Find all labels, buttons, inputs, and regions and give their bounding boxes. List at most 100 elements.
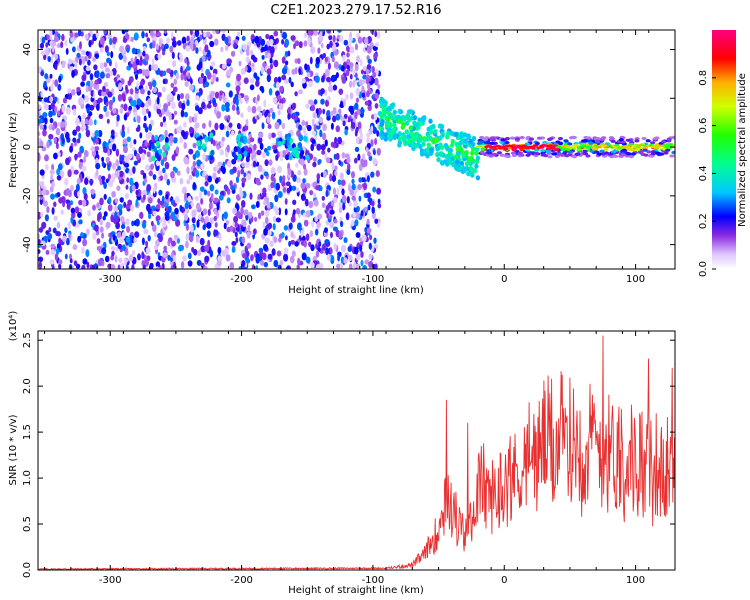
spectrogram-cell [250, 54, 256, 61]
figure-title: C2E1.2023.279.17.52.R16 [270, 3, 441, 18]
spectrogram-cell [335, 152, 340, 161]
spectrogram-cell [360, 251, 364, 258]
y-tick-label: -20 [22, 188, 33, 204]
spectrogram-cell [142, 45, 147, 52]
spectrogram-cell [458, 140, 463, 146]
spectrogram-cell [254, 35, 260, 44]
spectrogram-cell [360, 210, 364, 217]
spectrogram-cell [298, 41, 303, 49]
spectrogram-cell [160, 121, 164, 128]
spectrogram-cell [594, 139, 601, 143]
spectrogram-cell [94, 129, 100, 138]
spectrogram-cell [146, 151, 151, 158]
spectrogram-cell [49, 117, 54, 124]
spectrogram-cell [228, 90, 233, 98]
spectrogram-cell [117, 93, 123, 102]
colorbar-tick-label: 0.0 [698, 261, 709, 277]
spectrogram-cell [79, 145, 85, 154]
spectrogram-cell [310, 262, 315, 269]
y-tick-label: 0.0 [22, 562, 33, 578]
spectrogram-cell [256, 94, 260, 102]
spectrogram-cell [406, 134, 411, 140]
spectrogram-cell [267, 222, 273, 230]
spectrogram-cell [70, 165, 75, 172]
spectrogram-cell [103, 62, 108, 68]
spectrogram-cell [291, 250, 296, 258]
spectrogram-cell [84, 55, 88, 62]
spectrogram-cell [143, 228, 149, 235]
spectrogram-cell [303, 219, 309, 227]
spectrogram-cell [53, 201, 57, 208]
spectrogram-cell [166, 178, 171, 186]
spectrogram-cell [608, 152, 614, 156]
spectrogram-cell [119, 154, 123, 162]
spectrogram-cell [113, 76, 118, 83]
spectrogram-cell [58, 263, 62, 269]
spectrogram-cell [245, 250, 250, 257]
spectrogram-cell [228, 122, 233, 128]
spectrogram-cell [361, 92, 366, 98]
spectrogram-cell [90, 146, 95, 152]
spectrogram-cell [625, 151, 631, 155]
spectrogram-cell [144, 126, 149, 133]
spectrogram-cell [195, 47, 199, 54]
spectrogram-cell [206, 103, 212, 109]
spectrogram-cell [221, 33, 226, 42]
spectrogram-cell [135, 198, 139, 207]
spectrogram-cell [162, 78, 166, 85]
spectrogram-cell [448, 147, 453, 153]
spectrogram-cell [367, 197, 373, 203]
spectrogram-cell [147, 234, 151, 242]
spectrogram-cell [313, 199, 319, 207]
spectrogram-cell [459, 160, 464, 167]
spectrogram-cell [133, 160, 138, 166]
x-tick-label: -300 [99, 575, 122, 586]
spectrogram-cell [324, 139, 328, 147]
spectrogram-cell [173, 234, 179, 240]
spectrogram-cell [98, 130, 103, 138]
spectrogram-cell [78, 219, 83, 225]
spectrogram-cell [317, 247, 321, 253]
spectrogram-cell [232, 166, 237, 174]
spectrogram-cell [436, 157, 441, 163]
spectrogram-cell [176, 40, 182, 46]
spectrogram-cell [630, 152, 637, 156]
spectrogram-cell [77, 212, 82, 218]
spectrogram-cell [118, 257, 123, 263]
spectrogram-cell [599, 149, 605, 153]
spectrogram-cell [80, 232, 84, 238]
spectrogram-cell [88, 118, 93, 127]
spectrogram-cell [331, 162, 335, 171]
spectrogram-cell [133, 111, 138, 118]
spectrogram-cell [386, 133, 392, 139]
spectrogram-cell [628, 155, 635, 159]
spectrogram-cell [367, 82, 371, 90]
spectrogram-cell [326, 254, 331, 261]
spectrogram-cell [136, 98, 142, 106]
spectrogram-cell [266, 68, 272, 76]
spectrogram-cell [246, 173, 252, 181]
spectrogram-cell [67, 87, 72, 94]
spectrogram-cell [200, 262, 205, 268]
spectrogram-cell [192, 181, 197, 190]
spectrogram-cell [236, 87, 240, 96]
spectrogram-cell [160, 134, 165, 141]
spectrogram-cell [327, 84, 334, 93]
spectrogram-cell [103, 96, 108, 103]
spectrogram-cell [353, 246, 359, 255]
spectrogram-cell [105, 72, 111, 79]
spectrogram-cell [238, 153, 243, 160]
spectrogram-frame [37, 29, 676, 270]
spectrogram-cell [373, 237, 377, 244]
spectrogram-cell [103, 30, 107, 35]
spectrogram-cell [108, 196, 112, 204]
spectrogram-cell [417, 137, 423, 143]
spectrogram-cell [155, 152, 159, 159]
spectrogram-cell [224, 36, 229, 45]
spectrogram-cell [103, 211, 108, 217]
spectrogram-cell [249, 137, 255, 143]
spectrogram-cell [284, 208, 288, 216]
spectrogram-cell [133, 138, 137, 145]
spectrogram-cell [112, 96, 116, 103]
spectrogram-cell [386, 116, 391, 122]
